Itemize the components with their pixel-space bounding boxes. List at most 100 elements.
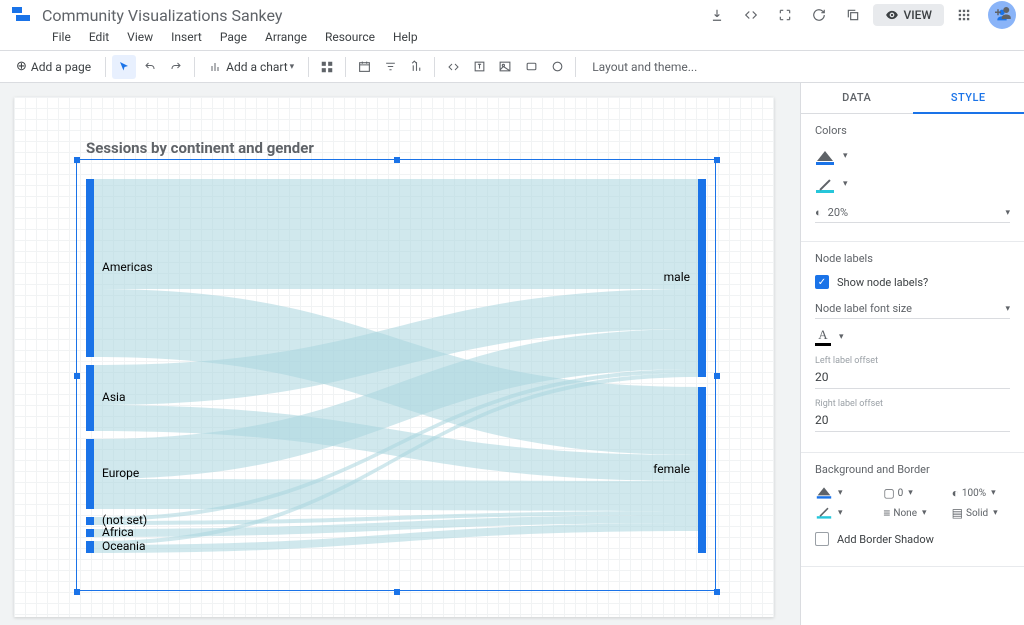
menu-resource[interactable]: Resource <box>317 28 383 46</box>
border-line-select[interactable]: ▤Solid▾ <box>952 506 1010 520</box>
header-actions: VIEW <box>703 1 1017 29</box>
node-labels-title: Node labels <box>815 252 1010 265</box>
redo-icon[interactable] <box>164 55 188 79</box>
text-icon[interactable] <box>467 55 491 79</box>
add-page-button[interactable]: ⊕ Add a page <box>8 59 99 74</box>
eye-icon <box>885 8 899 22</box>
select-tool-icon[interactable] <box>112 55 136 79</box>
sankey-chart[interactable]: AmericasAsiaEurope(not set)AfricaOceania… <box>86 179 706 579</box>
border-line-value: Solid <box>966 508 988 519</box>
tab-style[interactable]: STYLE <box>913 83 1024 114</box>
chevron-down-icon[interactable]: ▾ <box>843 151 848 161</box>
fullscreen-icon[interactable] <box>771 1 799 29</box>
chart-title: Sessions by continent and gender <box>86 139 314 157</box>
node-label: Oceania <box>102 539 146 553</box>
shadow-label: Add Border Shadow <box>837 533 934 546</box>
show-labels-checkbox[interactable]: ✓ Show node labels? <box>815 275 1010 289</box>
border-color-swatch[interactable]: ▾ <box>815 506 873 520</box>
shadow-checkbox[interactable]: Add Border Shadow <box>815 532 1010 546</box>
colors-title: Colors <box>815 124 1010 137</box>
opacity-icon: ◐ <box>952 486 959 500</box>
canvas-wrap: Sessions by continent and gender America… <box>0 83 800 625</box>
menu-insert[interactable]: Insert <box>163 28 210 46</box>
tab-data[interactable]: DATA <box>801 83 913 113</box>
download-icon[interactable] <box>703 1 731 29</box>
border-style-select[interactable]: ≡None▾ <box>883 506 941 520</box>
add-collaborator-icon[interactable] <box>994 4 1014 22</box>
font-color-swatch[interactable]: A <box>815 327 831 346</box>
circle-icon[interactable] <box>545 55 569 79</box>
data-control-icon[interactable] <box>404 55 428 79</box>
border-opacity-select[interactable]: ◐100%▾ <box>952 486 1010 500</box>
node-label: female <box>653 462 690 476</box>
node-label: Americas <box>102 260 153 274</box>
left-offset-input[interactable]: 20 <box>815 368 1010 389</box>
menu-view[interactable]: View <box>119 28 161 46</box>
border-line-icon: ▤ <box>952 506 963 520</box>
add-chart-label: Add a chart <box>226 60 288 74</box>
titlebar: Community Visualizations Sankey VIEW <box>0 0 1024 28</box>
menu-edit[interactable]: Edit <box>81 28 117 46</box>
app-header: Community Visualizations Sankey VIEW Fil… <box>0 0 1024 51</box>
separator <box>345 57 346 77</box>
chevron-down-icon: ▾ <box>1005 304 1010 314</box>
layout-theme-button[interactable]: Layout and theme... <box>582 55 707 79</box>
line-color-swatch[interactable] <box>815 175 835 193</box>
node-label: Africa <box>102 525 134 539</box>
url-embed-icon[interactable] <box>441 55 465 79</box>
right-offset-label: Right label offset <box>815 399 1010 409</box>
menu-arrange[interactable]: Arrange <box>257 28 315 46</box>
left-offset-label: Left label offset <box>815 356 1010 366</box>
font-size-select[interactable]: Node label font size ▾ <box>815 299 1010 319</box>
fill-color-swatch[interactable] <box>815 147 835 165</box>
rectangle-icon[interactable] <box>519 55 543 79</box>
report-canvas[interactable]: Sessions by continent and gender America… <box>14 97 774 617</box>
chart-icon <box>209 61 223 73</box>
border-style-icon: ≡ <box>883 506 890 520</box>
image-icon[interactable] <box>493 55 517 79</box>
chevron-down-icon[interactable]: ▾ <box>843 179 848 189</box>
panel-tabs: DATA STYLE <box>801 83 1024 114</box>
add-page-label: Add a page <box>31 60 91 74</box>
border-weight-select[interactable]: ▢0▾ <box>883 486 941 500</box>
opacity-icon: ◐ <box>815 206 822 219</box>
section-node-labels: Node labels ✓ Show node labels? Node lab… <box>801 242 1024 453</box>
border-weight-icon: ▢ <box>883 486 894 500</box>
undo-icon[interactable] <box>138 55 162 79</box>
plus-circle-icon: ⊕ <box>16 59 27 74</box>
menu-file[interactable]: File <box>44 28 79 46</box>
filter-control-icon[interactable] <box>378 55 402 79</box>
copy-icon[interactable] <box>839 1 867 29</box>
checkbox-checked-icon: ✓ <box>815 275 829 289</box>
properties-panel: DATA STYLE Colors ▾ ▾ ◐ 20% ▾ Node labels… <box>800 83 1024 625</box>
view-button[interactable]: VIEW <box>873 4 945 26</box>
opacity-value: 20% <box>828 206 848 219</box>
border-weight-value: 0 <box>898 488 904 499</box>
separator <box>194 57 195 77</box>
add-chart-button[interactable]: Add a chart ▾ <box>201 55 302 79</box>
border-opacity-value: 100% <box>962 488 986 499</box>
node-label: Asia <box>102 390 125 404</box>
menu-page[interactable]: Page <box>212 28 255 46</box>
refresh-icon[interactable] <box>805 1 833 29</box>
font-size-label: Node label font size <box>815 302 912 315</box>
chevron-down-icon[interactable]: ▾ <box>839 332 844 342</box>
community-viz-icon[interactable] <box>315 55 339 79</box>
embed-icon[interactable] <box>737 1 765 29</box>
checkbox-empty-icon <box>815 532 829 546</box>
bg-fill-swatch[interactable]: ▾ <box>815 486 873 500</box>
chevron-down-icon: ▾ <box>1005 208 1010 218</box>
right-offset-input[interactable]: 20 <box>815 411 1010 432</box>
menubar: File Edit View Insert Page Arrange Resou… <box>0 28 1024 50</box>
toolbar: ⊕ Add a page Add a chart ▾ Layout and th… <box>0 51 1024 83</box>
bg-title: Background and Border <box>815 463 1010 476</box>
menu-help[interactable]: Help <box>385 28 426 46</box>
opacity-select[interactable]: ◐ 20% ▾ <box>815 203 1010 223</box>
apps-icon[interactable] <box>950 1 978 29</box>
document-title[interactable]: Community Visualizations Sankey <box>42 6 703 25</box>
chevron-down-icon: ▾ <box>290 62 295 72</box>
app-logo-icon[interactable] <box>12 5 32 25</box>
section-colors: Colors ▾ ▾ ◐ 20% ▾ <box>801 114 1024 242</box>
date-range-icon[interactable] <box>352 55 376 79</box>
node-label: male <box>664 270 690 284</box>
